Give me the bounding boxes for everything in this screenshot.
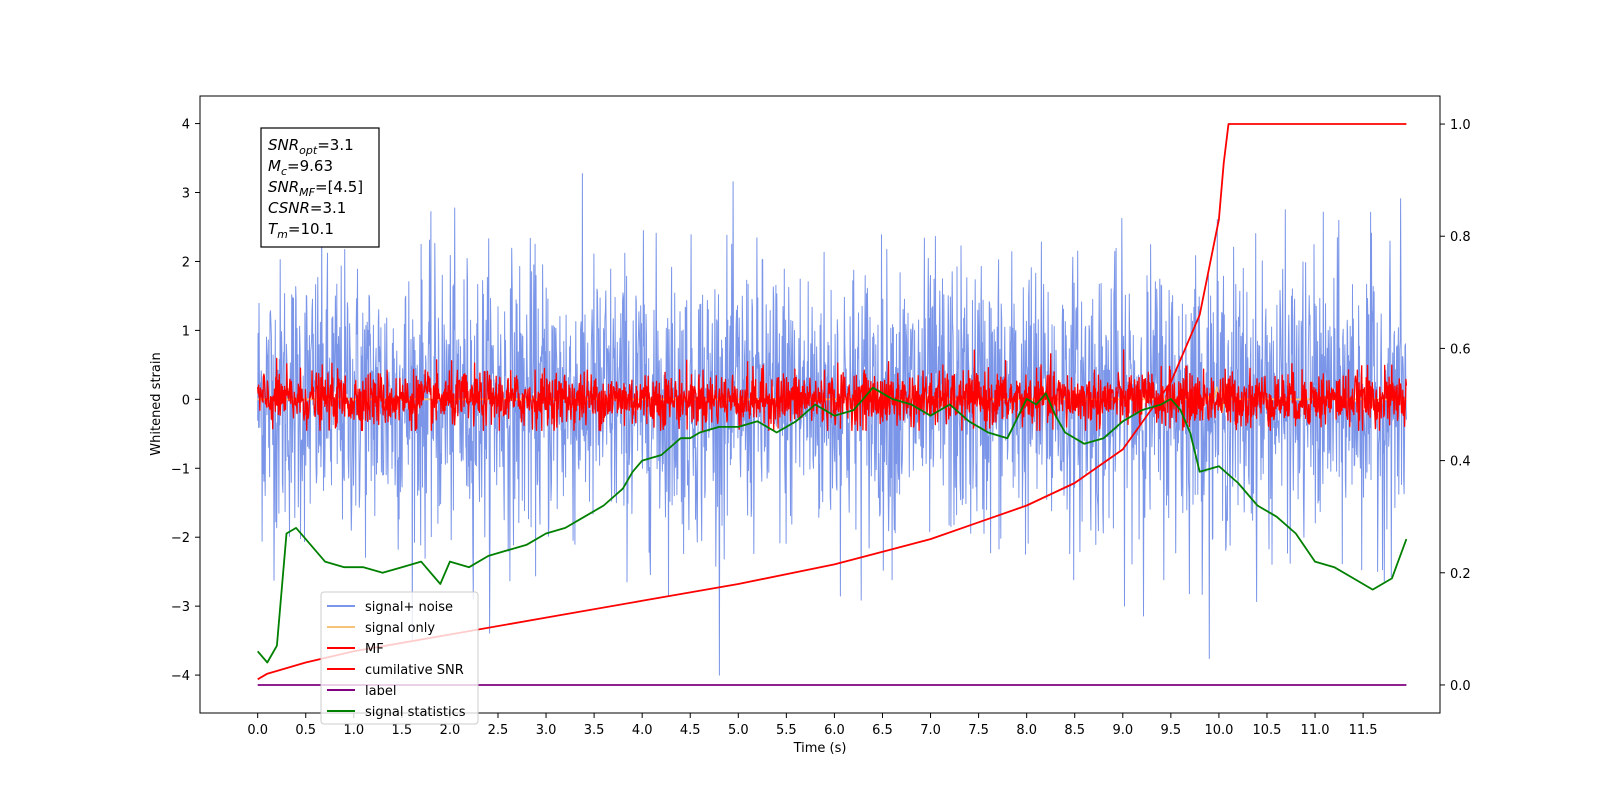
annotation-symbol: T [268, 220, 279, 238]
annotation-line: SNRopt=3.1 [268, 136, 354, 157]
annotation-subscript: MF [299, 186, 315, 199]
x-tick-label: 8.5 [1064, 723, 1085, 738]
x-tick-label: 2.0 [440, 723, 461, 738]
y2-tick-label: 0.6 [1450, 342, 1471, 357]
x-tick-label: 5.0 [728, 723, 749, 738]
x-tick-label: 7.5 [968, 723, 989, 738]
y2-axis-ticks: 0.0 0.2 0.4 0.6 0.8 1.0 [1440, 118, 1471, 694]
y-tick-label: 2 [182, 255, 190, 270]
y-tick-label: −2 [171, 531, 190, 546]
annotation-symbol: SNR [268, 136, 299, 154]
y-tick-label: 0 [182, 393, 190, 408]
annotation-symbol: SNR [268, 178, 299, 196]
annotation-value: =10.1 [288, 220, 334, 238]
series-signal-statistics [257, 386, 1408, 664]
y-tick-label: −4 [171, 669, 190, 684]
legend-label: label [365, 684, 396, 699]
x-tick-label: 10.5 [1253, 723, 1282, 738]
x-tick-label: 5.5 [776, 723, 797, 738]
x-tick-label: 1.0 [343, 723, 364, 738]
series-mf [257, 349, 1408, 432]
annotation-value: =9.63 [287, 157, 333, 175]
x-tick-label: 4.5 [680, 723, 701, 738]
annotation-value: =[4.5] [315, 178, 363, 196]
annotation-line: SNRMF=[4.5] [268, 178, 363, 199]
legend-label: signal only [365, 621, 435, 636]
axes-frame [199, 95, 1441, 714]
legend-label: cumilative SNR [365, 663, 464, 678]
annotation-symbol: CSNR [268, 199, 310, 217]
annotation-value: =3.1 [310, 199, 346, 217]
x-tick-label: 6.5 [872, 723, 893, 738]
annotation-value: =3.1 [317, 136, 353, 154]
y2-tick-label: 0.2 [1450, 567, 1471, 582]
x-tick-label: 3.5 [584, 723, 605, 738]
annotation-subscript: m [277, 228, 288, 241]
x-tick-label: 6.0 [824, 723, 845, 738]
y2-tick-label: 0.4 [1450, 455, 1471, 470]
x-tick-label: 3.0 [536, 723, 557, 738]
x-tick-label: 4.0 [632, 723, 653, 738]
y-tick-label: 1 [182, 324, 190, 339]
legend-label: MF [365, 642, 384, 657]
y-tick-label: −1 [171, 462, 190, 477]
x-axis-label: Time (s) [793, 741, 847, 756]
x-tick-label: 0.0 [247, 723, 268, 738]
y-tick-label: 3 [182, 187, 190, 202]
legend-label: signal+ noise [365, 600, 453, 615]
x-tick-label: 7.0 [920, 723, 941, 738]
x-tick-label: 2.5 [488, 723, 509, 738]
legend-label: signal statistics [365, 705, 466, 720]
annotation-frame [260, 127, 380, 248]
x-tick-label: 11.5 [1349, 723, 1378, 738]
annotation-line: Tm=10.1 [268, 220, 334, 241]
y-tick-label: 4 [182, 118, 190, 133]
legend-frame [320, 591, 479, 725]
y2-tick-label: 0.8 [1450, 230, 1471, 245]
y-axis-ticks: −4 −3 −2 −1 0 1 2 3 4 [171, 118, 200, 684]
annotation-symbol: M [268, 157, 281, 175]
stats-annotation-box: SNRopt=3.1Mc=9.63SNRMF=[4.5]CSNR=3.1Tm=1… [260, 127, 380, 248]
x-tick-label: 9.0 [1112, 723, 1133, 738]
legend: signal+ noise signal only MF cumilative SNR… [320, 591, 479, 725]
x-axis-ticks: 0.0 0.5 1.0 1.5 2.0 2.5 3.0 3.5 4.0 4.5 5.0 5.5 6.0 6… [247, 713, 1378, 738]
y-axis-label: Whitened strain [149, 352, 164, 455]
x-tick-label: 0.5 [295, 723, 316, 738]
x-tick-label: 9.5 [1161, 723, 1182, 738]
y-tick-label: −3 [171, 600, 190, 615]
x-tick-label: 1.5 [392, 723, 413, 738]
annotation-subscript: opt [299, 144, 318, 157]
x-tick-label: 10.0 [1204, 723, 1233, 738]
annotation-line: CSNR=3.1 [268, 199, 346, 217]
annotation-line: Mc=9.63 [268, 157, 333, 178]
annotation-subscript: c [281, 165, 287, 178]
x-tick-label: 8.0 [1016, 723, 1037, 738]
y2-tick-label: 0.0 [1450, 679, 1471, 694]
y2-tick-label: 1.0 [1450, 118, 1471, 133]
x-tick-label: 11.0 [1301, 723, 1330, 738]
